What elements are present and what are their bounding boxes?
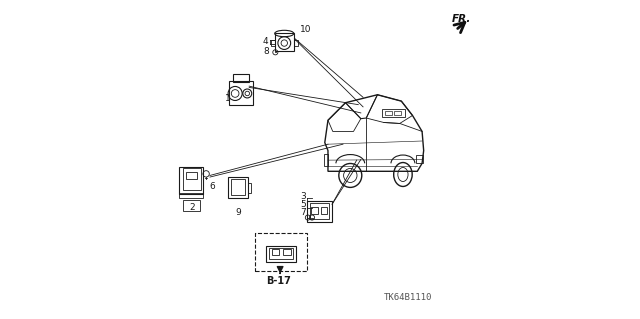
Bar xyxy=(179,167,203,194)
Bar xyxy=(183,200,200,211)
Text: 3: 3 xyxy=(301,192,307,201)
Text: 9: 9 xyxy=(235,208,241,217)
Text: TK64B1110: TK64B1110 xyxy=(383,293,432,302)
Bar xyxy=(321,207,327,214)
Text: 4: 4 xyxy=(263,37,269,46)
Bar xyxy=(271,40,275,46)
Bar xyxy=(228,177,248,198)
Bar xyxy=(183,168,202,190)
Bar xyxy=(385,111,392,115)
Bar xyxy=(266,246,296,262)
Text: 10: 10 xyxy=(300,25,312,34)
Bar xyxy=(283,249,291,255)
Bar xyxy=(271,249,280,255)
Bar xyxy=(416,155,422,163)
Bar xyxy=(228,81,253,105)
Bar xyxy=(231,179,245,195)
Text: 7: 7 xyxy=(301,208,307,217)
Bar xyxy=(310,203,329,219)
Bar xyxy=(324,154,328,166)
Text: FR.: FR. xyxy=(451,14,471,24)
Bar xyxy=(312,207,318,214)
Bar xyxy=(307,201,332,222)
Bar xyxy=(255,233,307,271)
Text: 6: 6 xyxy=(209,182,215,191)
Bar xyxy=(179,193,203,198)
Bar xyxy=(248,183,251,193)
Bar xyxy=(394,111,401,115)
Bar xyxy=(294,40,298,46)
Bar xyxy=(186,172,197,179)
Text: B-17: B-17 xyxy=(266,276,291,286)
Text: 2: 2 xyxy=(189,204,195,212)
Bar xyxy=(382,109,404,117)
Text: 8: 8 xyxy=(263,47,269,56)
Text: 1: 1 xyxy=(225,94,230,103)
Bar xyxy=(275,33,294,51)
Bar xyxy=(269,248,293,259)
Bar xyxy=(233,74,249,82)
Text: 5: 5 xyxy=(301,200,307,209)
